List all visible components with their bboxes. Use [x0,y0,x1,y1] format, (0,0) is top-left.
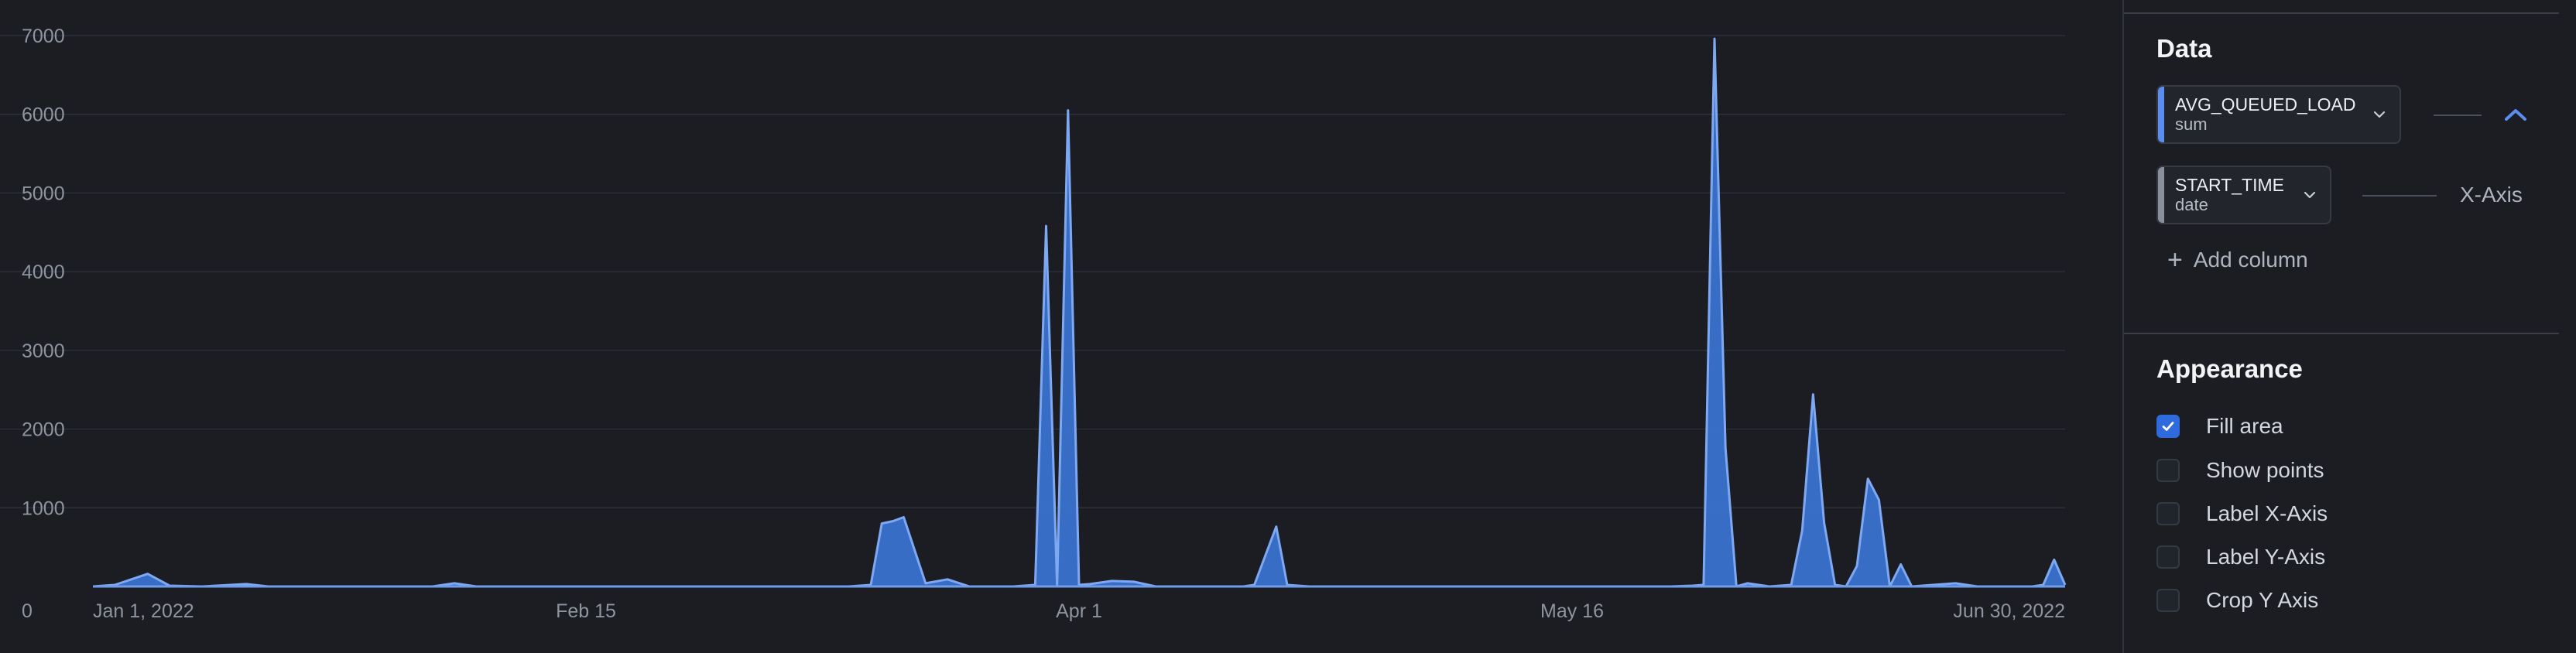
option-label-x-axis[interactable]: Label X-Axis [2156,498,2328,529]
show-points-checkbox[interactable] [2156,459,2180,482]
x-column-selector[interactable]: START_TIME date [2156,166,2331,224]
label-y-axis-label: Label Y-Axis [2206,545,2326,569]
add-column-button[interactable]: + Add column [2167,245,2308,275]
x-tick-label: May 16 [1540,600,1604,622]
plus-icon: + [2167,245,2183,275]
crop-y-axis-checkbox[interactable] [2156,589,2180,612]
option-fill-area[interactable]: Fill area [2156,411,2283,442]
y-tick-label: 3000 [22,340,65,362]
crop-y-axis-label: Crop Y Axis [2206,588,2319,612]
x-tick-label: Feb 15 [556,600,616,622]
x-column-accent [2158,167,2164,223]
option-show-points[interactable]: Show points [2156,455,2324,486]
show-points-label: Show points [2206,458,2324,482]
chevron-down-icon [2373,111,2386,118]
y-column-name: AVG_QUEUED_LOAD [2175,94,2356,115]
y-tick-label: 7000 [22,26,65,47]
y-column-selector[interactable]: AVG_QUEUED_LOAD sum [2156,85,2401,144]
connector-line [2434,115,2482,116]
x-column-aggregation: date [2175,195,2208,214]
x-column-name: START_TIME [2175,175,2284,195]
data-section-title: Data [2156,34,2212,63]
y-column-aggregation: sum [2175,115,2208,134]
y-tick-label: 1000 [22,497,65,519]
x-tick-label: Apr 1 [1056,600,1102,622]
y-axis-ticks: 0 1000 2000 3000 4000 5000 6000 7000 [22,26,65,622]
label-x-axis-label: Label X-Axis [2206,501,2328,525]
x-axis-role-label: X-Axis [2460,183,2523,207]
fill-area-checkbox[interactable] [2156,415,2180,438]
line-type-chevron-icon[interactable] [2502,105,2530,124]
chevron-down-icon [2304,191,2316,199]
label-x-axis-checkbox[interactable] [2156,502,2180,525]
divider [2124,12,2559,14]
option-crop-y-axis[interactable]: Crop Y Axis [2156,585,2318,616]
y-column-accent [2158,87,2164,142]
appearance-section-title: Appearance [2156,354,2303,383]
y-tick-label: 6000 [22,104,65,126]
x-tick-label: Jan 1, 2022 [93,600,194,622]
area-chart: 0 1000 2000 3000 4000 5000 6000 7000 Jan 1, 202… [0,26,2067,622]
option-label-y-axis[interactable]: Label Y-Axis [2156,542,2325,573]
connector-line [2362,195,2437,197]
divider [2124,333,2559,334]
x-tick-label: Jun 30, 2022 [1953,600,2065,622]
label-y-axis-checkbox[interactable] [2156,545,2180,569]
x-axis-ticks: Jan 1, 2022 Feb 15 Apr 1 May 16 Jun 30, 2022 [93,600,2065,622]
series-fill [93,39,2065,587]
y-tick-label: 5000 [22,183,65,204]
add-column-label: Add column [2193,248,2308,272]
y-tick-label: 2000 [22,419,65,441]
checkmark-icon [2162,422,2174,431]
fill-area-label: Fill area [2206,414,2283,438]
chart-settings-panel: Data AVG_QUEUED_LOAD sum START_TIME date… [2122,0,2576,653]
grid-lines [0,35,2065,509]
series-area [92,37,2067,588]
y-tick-label: 4000 [22,262,65,283]
chart-area[interactable]: 0 1000 2000 3000 4000 5000 6000 7000 Jan 1, 202… [0,0,2122,653]
series-line [92,37,2067,588]
y-tick-label: 0 [22,600,33,622]
